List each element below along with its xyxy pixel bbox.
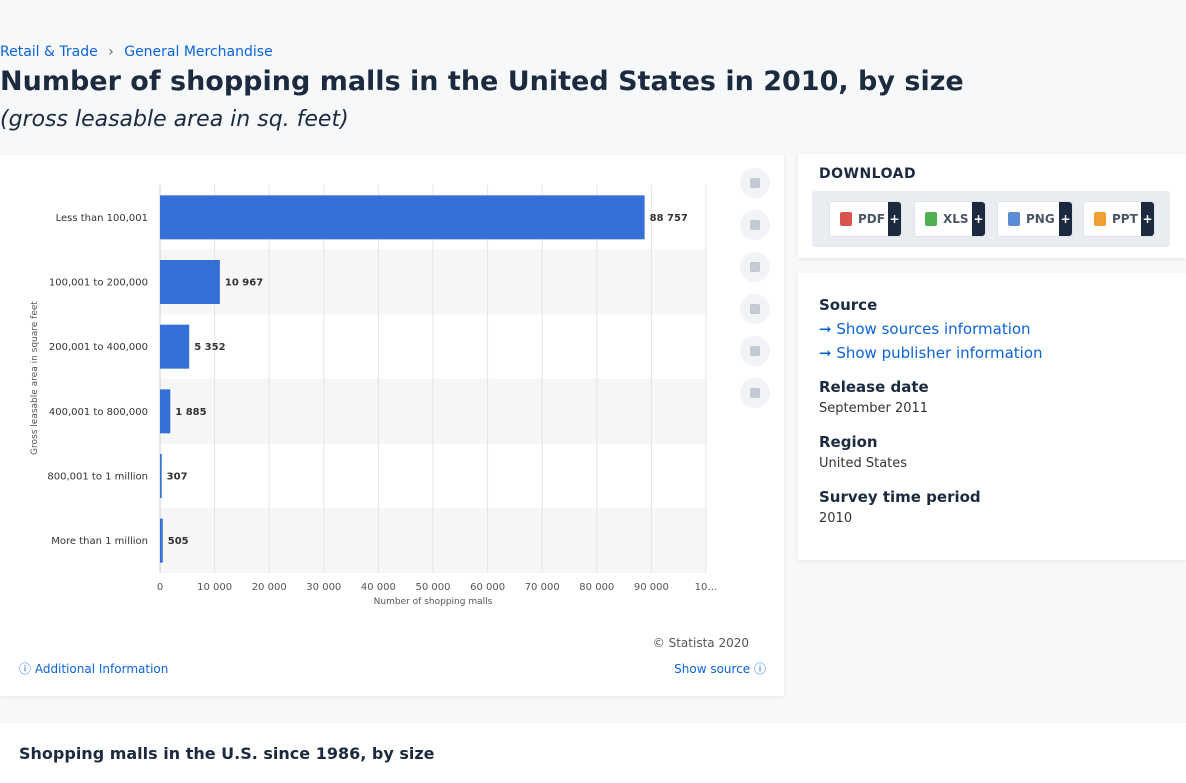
download-label[interactable]: PPT xyxy=(1112,212,1138,226)
y-tick-label: 200,001 to 400,000 xyxy=(49,342,148,353)
show-source[interactable]: Show source ⓘ xyxy=(674,662,766,676)
x-tick-label: 30 000 xyxy=(306,582,341,593)
alert-button[interactable] xyxy=(740,210,770,240)
favorite-button[interactable] xyxy=(740,168,770,198)
x-tick-label: 90 000 xyxy=(634,582,669,593)
value-label: 1 885 xyxy=(175,407,206,418)
info-card xyxy=(798,273,1186,560)
settings-button[interactable] xyxy=(740,252,770,282)
download-ppt[interactable]: PPT + xyxy=(1083,201,1155,237)
region-label: Region xyxy=(819,433,878,451)
y-tick-label: 800,001 to 1 million xyxy=(47,472,148,483)
breadcrumb: Retail & Trade › General Merchandise xyxy=(0,44,273,60)
y-tick-label: 400,001 to 800,000 xyxy=(49,407,148,418)
x-axis-title: Number of shopping malls xyxy=(374,597,493,607)
additional-info[interactable]: ⓘ Additional Information xyxy=(19,662,169,676)
x-tick-label: 50 000 xyxy=(416,582,451,593)
subtitle: (gross leasable area in sq. feet) xyxy=(0,107,349,132)
bar xyxy=(160,389,171,434)
bar xyxy=(160,260,220,304)
download-label[interactable]: XLS xyxy=(943,212,969,226)
x-tick-label: 80 000 xyxy=(579,582,614,593)
value-label: 307 xyxy=(167,472,188,483)
show-publisher-text[interactable]: Show publisher information xyxy=(836,344,1043,362)
value-label: 10 967 xyxy=(225,278,263,289)
crumb[interactable]: Retail & Trade xyxy=(0,44,98,60)
period: 2010 xyxy=(819,511,853,526)
print-button[interactable] xyxy=(740,378,770,408)
y-axis-title: Gross leasable area in square feet xyxy=(30,301,40,455)
cite-button[interactable] xyxy=(740,336,770,366)
bar xyxy=(160,324,190,369)
show-publisher[interactable]: ➞ Show publisher information xyxy=(819,344,1043,362)
download-png[interactable]: PNG + xyxy=(997,201,1073,237)
share-button[interactable] xyxy=(740,294,770,324)
x-tick-label: 60 000 xyxy=(470,582,505,593)
bar xyxy=(160,518,163,563)
download-plus[interactable]: + xyxy=(972,202,985,236)
period-label: Survey time period xyxy=(819,488,981,506)
show-sources-text[interactable]: Show sources information xyxy=(836,320,1031,338)
page: Retail & Trade › General Merchandise Num… xyxy=(0,44,1186,763)
x-tick-label: 70 000 xyxy=(525,582,560,593)
source-label: Source xyxy=(819,296,878,314)
download-plus[interactable]: + xyxy=(1141,202,1154,236)
release-label: Release date xyxy=(819,378,929,396)
copyright: © Statista 2020 xyxy=(652,636,749,650)
y-tick-label: 100,001 to 200,000 xyxy=(49,278,148,289)
download-label[interactable]: PDF xyxy=(858,212,885,226)
chart: Gross leasable area in square feet Numbe… xyxy=(30,185,718,607)
download-title: DOWNLOAD xyxy=(819,166,917,182)
bar xyxy=(160,454,162,498)
download-xls[interactable]: XLS + xyxy=(914,201,986,237)
bar xyxy=(160,195,645,240)
related-title[interactable]: Shopping malls in the U.S. since 1986, b… xyxy=(19,744,435,763)
region: United States xyxy=(819,456,908,471)
value-label: 505 xyxy=(168,536,189,547)
crumb[interactable]: General Merchandise xyxy=(124,44,273,60)
show-sources[interactable]: ➞ Show sources information xyxy=(819,320,1031,338)
release-date: September 2011 xyxy=(819,401,929,416)
download-label[interactable]: PNG xyxy=(1026,212,1055,226)
value-label: 5 352 xyxy=(194,342,225,353)
additional-info-text[interactable]: Additional Information xyxy=(34,662,169,676)
x-tick-label: 10 000 xyxy=(197,582,232,593)
y-tick-label: Less than 100,001 xyxy=(56,213,148,224)
value-label: 88 757 xyxy=(650,213,688,224)
download-plus[interactable]: + xyxy=(1059,202,1072,236)
title: Number of shopping malls in the United S… xyxy=(0,66,964,97)
x-tick-label: 0 xyxy=(157,582,163,593)
download-pdf[interactable]: PDF + xyxy=(829,201,902,237)
x-tick-label: 10… xyxy=(695,582,718,593)
x-tick-label: 20 000 xyxy=(252,582,287,593)
download-plus[interactable]: + xyxy=(888,202,901,236)
x-tick-label: 40 000 xyxy=(361,582,396,593)
y-tick-label: More than 1 million xyxy=(51,536,148,547)
show-source-text[interactable]: Show source xyxy=(674,662,751,676)
